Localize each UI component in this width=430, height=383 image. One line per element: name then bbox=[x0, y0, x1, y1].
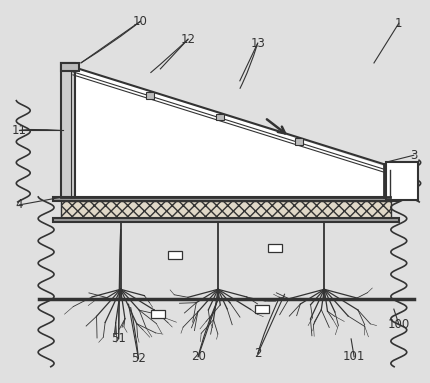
Bar bbox=[61, 201, 390, 218]
Polygon shape bbox=[73, 67, 383, 197]
Text: 52: 52 bbox=[131, 352, 146, 365]
Text: 20: 20 bbox=[190, 350, 205, 363]
Bar bbox=[254, 305, 268, 313]
Bar bbox=[385, 162, 417, 200]
Bar bbox=[53, 197, 398, 201]
Text: 1: 1 bbox=[394, 17, 402, 30]
Text: 4: 4 bbox=[15, 198, 23, 211]
Text: 100: 100 bbox=[387, 318, 409, 331]
Bar bbox=[151, 310, 165, 318]
Bar bbox=[146, 92, 154, 99]
Text: 2: 2 bbox=[253, 347, 261, 360]
Text: 3: 3 bbox=[409, 149, 416, 162]
Bar bbox=[267, 244, 281, 252]
Bar bbox=[295, 137, 303, 144]
Text: 12: 12 bbox=[180, 33, 195, 46]
Text: 101: 101 bbox=[342, 350, 365, 363]
Text: 11: 11 bbox=[12, 124, 27, 137]
Text: 10: 10 bbox=[133, 15, 147, 28]
Text: 13: 13 bbox=[250, 37, 264, 49]
Text: 51: 51 bbox=[111, 332, 126, 345]
Bar bbox=[168, 250, 182, 259]
Bar bbox=[61, 63, 79, 71]
Bar bbox=[61, 63, 75, 197]
Bar bbox=[53, 218, 398, 222]
Bar bbox=[215, 113, 224, 121]
